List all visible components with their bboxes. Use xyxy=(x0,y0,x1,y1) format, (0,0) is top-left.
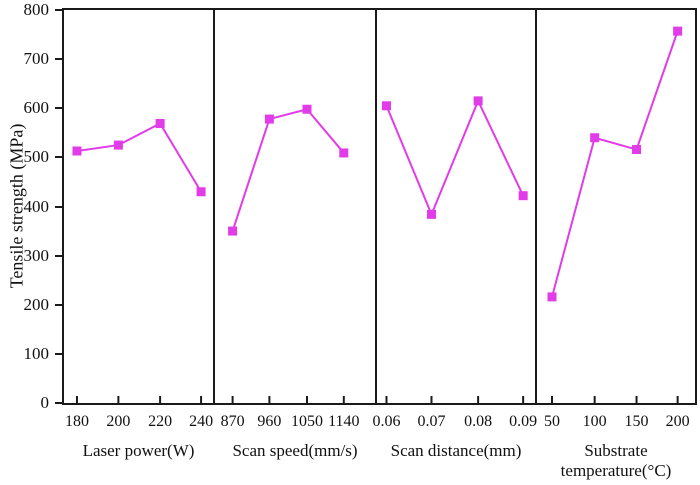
x-tick-label: 0.09 xyxy=(509,413,538,430)
data-point-marker xyxy=(339,148,349,158)
x-axis-title-substrate-temperature-c: Substrate temperature(°C) xyxy=(560,441,672,480)
x-axis-title-scan-distance-mm: Scan distance(mm) xyxy=(390,441,522,460)
y-tick-label: 600 xyxy=(23,98,50,118)
data-point-marker xyxy=(518,191,528,201)
series-plot-scan-distance-mm xyxy=(381,96,528,403)
panel-laser-power-w: 180 200 220 240 Laser power(W) xyxy=(64,10,213,460)
y-tick-label: 0 xyxy=(40,393,50,412)
y-tick-label: 400 xyxy=(23,196,50,216)
data-point-marker xyxy=(228,226,238,236)
data-point-marker xyxy=(427,209,437,219)
y-tick-mark xyxy=(55,205,62,208)
x-axis-title-scan-speed-mm-s: Scan speed(mm/s) xyxy=(232,441,358,460)
y-tick-mark xyxy=(55,303,62,306)
x-tick-label: 200 xyxy=(106,413,131,430)
y-tick-mark xyxy=(55,107,62,110)
series-line xyxy=(385,98,525,217)
y-tick-mark xyxy=(55,9,62,11)
data-point-marker xyxy=(72,146,82,156)
series-plot-laser-power-w xyxy=(72,118,206,403)
data-point-marker xyxy=(632,145,642,155)
x-tick-label: 50 xyxy=(544,413,560,430)
data-point-marker xyxy=(547,292,557,302)
data-point-marker xyxy=(473,96,483,106)
series-line xyxy=(551,30,679,298)
series-line xyxy=(231,108,345,232)
x-tick-label: 240 xyxy=(189,413,214,430)
y-tick-mark xyxy=(55,402,62,404)
data-point-marker xyxy=(113,140,123,150)
x-tick-label: 1140 xyxy=(328,413,360,430)
y-tick-mark xyxy=(55,352,62,355)
y-tick-mark xyxy=(55,156,62,159)
x-tick-label: 0.07 xyxy=(417,413,446,430)
data-point-marker xyxy=(264,114,274,124)
data-point-marker xyxy=(155,118,165,128)
x-axis-title-laser-power-w: Laser power(W) xyxy=(82,441,195,460)
y-tick-label: 500 xyxy=(23,147,50,167)
x-tick-label: 960 xyxy=(257,413,282,430)
series-line xyxy=(76,122,202,193)
x-tick-label: 0.08 xyxy=(464,413,493,430)
plot-area: 180 200 220 240 Laser power(W) 870 960 1050 1140… xyxy=(62,8,697,480)
y-axis: 800 700 600 500 400 300 200 100 0 xyxy=(0,1,62,412)
x-tick-label: 100 xyxy=(582,413,607,430)
x-tick-label: 150 xyxy=(624,413,649,430)
panel-substrate-temperature-c: 50 100 150 200 Substrate temperature(°C) xyxy=(535,10,695,480)
y-tick-label: 300 xyxy=(23,245,50,265)
y-tick-label: 100 xyxy=(23,343,50,363)
y-tick-label: 800 xyxy=(23,0,50,19)
x-tick-label: 0.06 xyxy=(372,413,401,430)
series-plot-substrate-temperature-c xyxy=(547,26,683,403)
data-point-marker xyxy=(590,133,600,143)
data-point-marker xyxy=(302,104,312,114)
x-tick-label: 870 xyxy=(220,413,245,430)
panel-scan-distance-mm: 0.06 0.07 0.08 0.09 Scan distance(mm) xyxy=(372,10,537,460)
y-tick-mark xyxy=(55,254,62,257)
y-tick-mark xyxy=(55,58,62,61)
series-plot-scan-speed-mm-s xyxy=(228,104,349,403)
x-tick-label: 220 xyxy=(148,413,173,430)
data-point-marker xyxy=(196,187,206,197)
y-tick-label: 700 xyxy=(23,49,50,69)
x-tick-label: 1050 xyxy=(291,413,323,430)
data-point-marker xyxy=(673,26,683,36)
panel-scan-speed-mm-s: 870 960 1050 1140 Scan speed(mm/s) xyxy=(213,10,375,460)
x-tick-label: 180 xyxy=(64,413,89,430)
x-tick-label: 200 xyxy=(665,413,690,430)
y-tick-label: 200 xyxy=(23,294,50,314)
data-point-marker xyxy=(381,101,391,111)
